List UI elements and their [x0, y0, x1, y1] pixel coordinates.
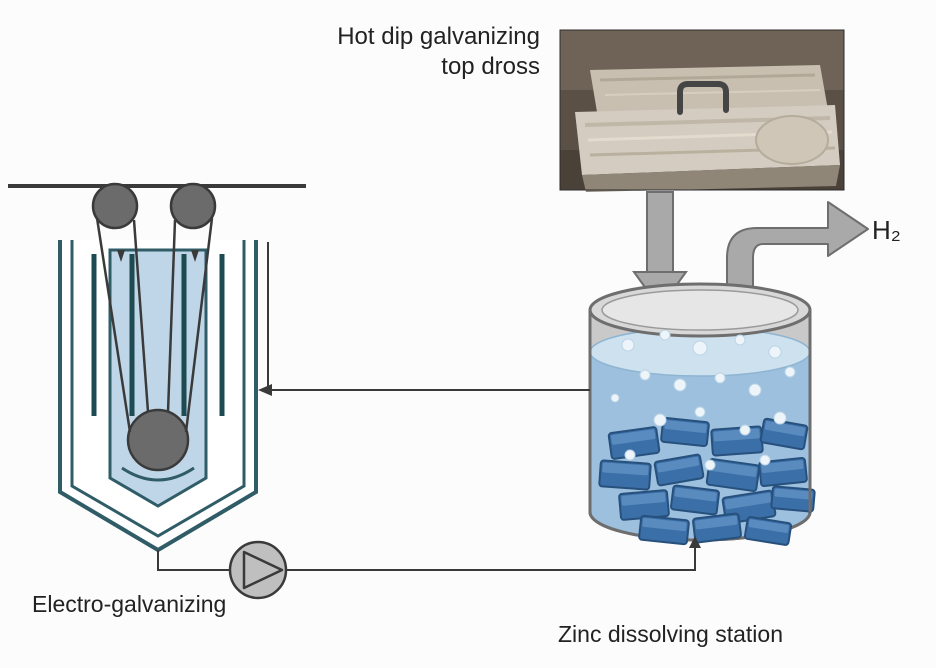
- electro-galvanizing-cell: [8, 184, 306, 550]
- pump: [230, 542, 286, 598]
- diagram-svg: [0, 0, 936, 668]
- zinc-tank: [590, 284, 815, 545]
- diagram-canvas: Hot dip galvanizing top dross H₂ Electro…: [0, 0, 936, 668]
- dross-photo: [560, 30, 844, 192]
